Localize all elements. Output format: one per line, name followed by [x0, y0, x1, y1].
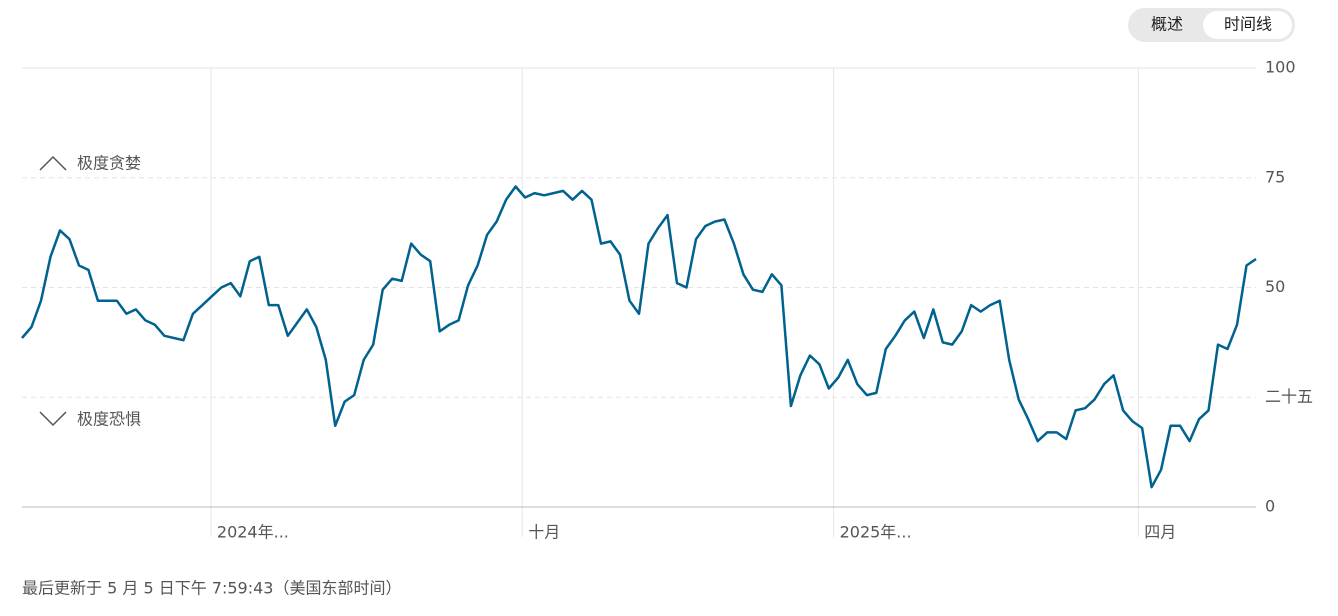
annotation: 极度恐惧 — [77, 410, 141, 429]
y-tick-label: 100 — [1265, 58, 1296, 77]
tab[interactable]: 概述 — [1151, 15, 1183, 34]
line — [21, 185, 1257, 489]
chevron-up — [39, 155, 67, 171]
x-tick-label: 2025年... — [840, 523, 912, 542]
y-tick-label: 0 — [1265, 497, 1275, 516]
y-tick-label: 二十五 — [1265, 387, 1313, 406]
y-tick-label: 75 — [1265, 167, 1285, 186]
x-tick-label: 四月 — [1144, 523, 1176, 542]
footer: 最后更新于 5 月 5 日下午 7:59:43（美国东部时间） — [22, 579, 401, 598]
annotation: 极度贪婪 — [77, 154, 141, 173]
x-tick-label: 2024年... — [217, 523, 289, 542]
tab[interactable]: 时间线 — [1224, 15, 1272, 34]
tab-active-bg — [1203, 11, 1292, 39]
chevron-down — [39, 411, 67, 427]
x-tick-label: 十月 — [528, 523, 560, 542]
y-tick-label: 50 — [1265, 277, 1285, 296]
